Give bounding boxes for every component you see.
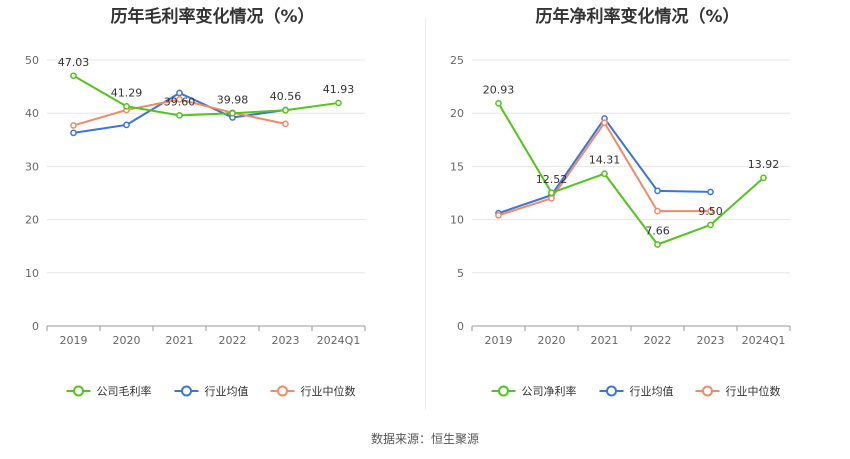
data-label: 40.56 [270, 90, 302, 103]
y-tick-label: 0 [32, 320, 39, 333]
x-tick-label: 2021 [591, 334, 619, 347]
legend-label: 行业中位数 [301, 384, 356, 398]
data-point [654, 207, 661, 215]
data-label: 13.92 [748, 158, 780, 171]
data-point [282, 106, 289, 114]
x-tick-label: 2021 [166, 334, 194, 347]
x-tick-label: 2023 [272, 334, 300, 347]
legend-marker [498, 385, 509, 397]
y-tick-label: 25 [450, 54, 464, 67]
legend-marker [181, 385, 192, 397]
data-point [176, 96, 183, 103]
x-tick-label: 2020 [113, 334, 141, 347]
legend-item: 行业中位数 [695, 384, 781, 398]
data-point [229, 109, 236, 117]
data-point [176, 89, 183, 97]
x-tick-label: 2019 [60, 334, 88, 347]
chart-title: 历年毛利率变化情况（%） [110, 7, 315, 27]
x-tick-label: 2020 [538, 334, 566, 347]
legend-marker [702, 385, 713, 397]
data-point [70, 129, 77, 137]
data-label: 41.29 [111, 86, 143, 99]
data-point [176, 111, 183, 119]
data-point [601, 119, 608, 127]
y-tick-label: 0 [457, 320, 464, 333]
y-tick-label: 50 [25, 54, 39, 67]
data-label: 9.50 [698, 205, 723, 218]
y-tick-label: 10 [450, 214, 464, 227]
data-point [707, 207, 714, 215]
data-label: 47.03 [58, 56, 90, 69]
legend-label: 行业均值 [205, 385, 249, 398]
data-point [601, 170, 608, 178]
legend-item: 公司毛利率 [66, 384, 152, 398]
y-tick-label: 15 [450, 160, 464, 173]
x-tick-label: 2024Q1 [742, 334, 786, 347]
series-line [73, 74, 339, 117]
legend-item: 公司净利率 [491, 384, 577, 398]
data-point [282, 120, 289, 128]
gross-margin-chart: 历年毛利率变化情况（%） 0 10 20 30 40 50 2019 2020 2021 2022… [0, 0, 425, 420]
data-point [495, 211, 502, 219]
x-tick-label: 2023 [697, 334, 725, 347]
x-tick-label: 2022 [644, 334, 672, 347]
data-point [123, 102, 130, 110]
net-margin-plot: 0 5 10 15 20 25 2019 2020 2021 2022 2023 2024Q1 20.9… [450, 54, 791, 398]
legend-marker [277, 385, 288, 397]
data-label: 20.93 [483, 83, 515, 96]
x-tick-label: 2024Q1 [317, 334, 361, 347]
legend-marker [73, 385, 84, 397]
y-tick-label: 20 [25, 214, 39, 227]
legend-label: 公司毛利率 [97, 384, 152, 398]
legend-item: 行业均值 [599, 385, 674, 398]
data-label: 39.60 [164, 95, 196, 108]
legend-label: 公司净利率 [522, 384, 577, 398]
x-tick-label: 2019 [485, 334, 513, 347]
y-tick-label: 40 [25, 107, 39, 120]
y-tick-label: 10 [25, 267, 39, 280]
chart-title: 历年净利率变化情况（%） [535, 7, 740, 27]
panel-divider [425, 18, 426, 410]
data-source-note: 数据来源：恒生聚源 [370, 432, 479, 446]
data-point [707, 221, 714, 229]
series-line [497, 102, 765, 246]
data-point [654, 241, 661, 248]
data-label: 12.52 [536, 173, 568, 186]
data-point [123, 121, 130, 129]
net-margin-chart: 历年净利率变化情况（%） 0 5 10 15 20 25 2019 2020 2021 2022 2… [425, 0, 850, 420]
y-tick-label: 30 [25, 160, 39, 173]
data-label: 39.98 [217, 93, 249, 106]
gross-margin-plot: 0 10 20 30 40 50 2019 2020 2021 2022 2023 2024Q1 47.… [25, 54, 366, 398]
legend-item: 行业中位数 [270, 384, 356, 398]
data-point [707, 188, 714, 196]
data-point [548, 194, 555, 202]
legend-label: 行业中位数 [726, 384, 781, 398]
legend-item: 行业均值 [174, 385, 249, 398]
data-label: 7.66 [645, 224, 670, 237]
data-point [335, 99, 342, 107]
data-point [70, 72, 77, 80]
data-label: 41.93 [323, 83, 355, 96]
data-point [548, 189, 555, 197]
data-point [760, 174, 767, 182]
y-tick-label: 20 [450, 107, 464, 120]
legend-marker [606, 385, 617, 397]
legend-label: 行业均值 [630, 385, 674, 398]
data-point [495, 99, 502, 107]
data-point [70, 122, 77, 129]
data-point [654, 187, 661, 195]
y-tick-label: 5 [457, 267, 464, 280]
x-tick-label: 2022 [219, 334, 247, 347]
data-label: 14.31 [589, 154, 621, 167]
